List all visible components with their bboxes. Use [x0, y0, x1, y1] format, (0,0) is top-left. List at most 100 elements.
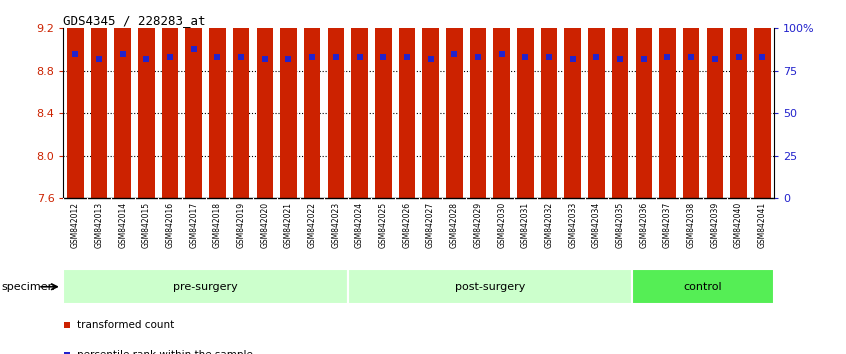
- Bar: [422, 0, 439, 198]
- Bar: [351, 0, 368, 198]
- Bar: [517, 0, 534, 198]
- Bar: [706, 0, 723, 198]
- Bar: [754, 121, 771, 354]
- Bar: [730, 135, 747, 354]
- Bar: [493, 110, 510, 354]
- Bar: [304, 132, 321, 354]
- Bar: [446, 106, 463, 354]
- Bar: [541, 0, 558, 198]
- Bar: [632, 269, 774, 304]
- Bar: [398, 0, 415, 198]
- Text: GSM842040: GSM842040: [734, 202, 743, 248]
- Bar: [588, 0, 605, 198]
- Bar: [67, 0, 84, 198]
- Text: GSM842016: GSM842016: [166, 202, 174, 248]
- Text: GSM842025: GSM842025: [379, 202, 387, 248]
- Text: GSM842028: GSM842028: [450, 202, 459, 248]
- Bar: [91, 185, 107, 354]
- Text: GSM842018: GSM842018: [213, 202, 222, 248]
- Text: transformed count: transformed count: [77, 320, 174, 330]
- Text: GSM842033: GSM842033: [569, 202, 577, 248]
- Text: GSM842030: GSM842030: [497, 202, 506, 248]
- Bar: [612, 152, 629, 354]
- Bar: [114, 0, 131, 198]
- Text: control: control: [684, 282, 722, 292]
- Bar: [162, 0, 179, 198]
- Bar: [327, 132, 344, 354]
- Text: specimen: specimen: [2, 282, 56, 292]
- Text: GSM842032: GSM842032: [545, 202, 553, 248]
- Bar: [422, 177, 439, 354]
- Text: GSM842022: GSM842022: [308, 202, 316, 248]
- Bar: [209, 132, 226, 354]
- Text: GSM842026: GSM842026: [403, 202, 411, 248]
- Bar: [185, 71, 202, 354]
- Bar: [304, 0, 321, 198]
- Bar: [730, 0, 747, 198]
- Bar: [564, 188, 581, 354]
- Bar: [91, 0, 107, 198]
- Text: GSM842037: GSM842037: [663, 202, 672, 248]
- Bar: [683, 129, 700, 354]
- Bar: [280, 0, 297, 198]
- Bar: [327, 0, 344, 198]
- Bar: [256, 175, 273, 354]
- Text: GSM842019: GSM842019: [237, 202, 245, 248]
- Text: percentile rank within the sample: percentile rank within the sample: [77, 350, 253, 354]
- Text: GDS4345 / 228283_at: GDS4345 / 228283_at: [63, 14, 206, 27]
- Bar: [683, 0, 700, 198]
- Bar: [398, 124, 415, 354]
- Text: GSM842024: GSM842024: [355, 202, 364, 248]
- Bar: [280, 195, 297, 354]
- Bar: [706, 193, 723, 354]
- Bar: [564, 0, 581, 198]
- Bar: [233, 0, 250, 198]
- Bar: [754, 0, 771, 198]
- Text: GSM842039: GSM842039: [711, 202, 719, 248]
- Bar: [162, 135, 179, 354]
- Bar: [63, 269, 348, 304]
- Bar: [517, 131, 534, 354]
- Bar: [138, 163, 155, 354]
- Bar: [256, 0, 273, 198]
- Bar: [351, 127, 368, 354]
- Text: post-surgery: post-surgery: [454, 282, 525, 292]
- Text: GSM842021: GSM842021: [284, 202, 293, 248]
- Bar: [233, 138, 250, 354]
- Bar: [114, 109, 131, 354]
- Bar: [541, 131, 558, 354]
- Bar: [612, 0, 629, 198]
- Bar: [635, 0, 652, 198]
- Text: GSM842038: GSM842038: [687, 202, 695, 248]
- Bar: [446, 0, 463, 198]
- Text: GSM842014: GSM842014: [118, 202, 127, 248]
- Text: GSM842013: GSM842013: [95, 202, 103, 248]
- Text: GSM842031: GSM842031: [521, 202, 530, 248]
- Bar: [185, 0, 202, 198]
- Bar: [375, 0, 392, 198]
- Bar: [635, 137, 652, 354]
- Text: GSM842020: GSM842020: [261, 202, 269, 248]
- Bar: [209, 0, 226, 198]
- Text: GSM842035: GSM842035: [616, 202, 624, 248]
- Text: GSM842029: GSM842029: [474, 202, 482, 248]
- Text: GSM842041: GSM842041: [758, 202, 766, 248]
- Text: GSM842034: GSM842034: [592, 202, 601, 248]
- Bar: [493, 0, 510, 198]
- Bar: [138, 0, 155, 198]
- Bar: [375, 124, 392, 354]
- Text: GSM842015: GSM842015: [142, 202, 151, 248]
- Text: GSM842036: GSM842036: [640, 202, 648, 248]
- Bar: [470, 132, 486, 354]
- Text: GSM842017: GSM842017: [190, 202, 198, 248]
- Bar: [588, 136, 605, 354]
- Bar: [67, 119, 84, 354]
- Text: pre-surgery: pre-surgery: [173, 282, 238, 292]
- Bar: [659, 0, 676, 198]
- Text: GSM842027: GSM842027: [426, 202, 435, 248]
- Text: GSM842023: GSM842023: [332, 202, 340, 248]
- Text: GSM842012: GSM842012: [71, 202, 80, 248]
- Bar: [348, 269, 632, 304]
- Bar: [470, 0, 486, 198]
- Bar: [659, 113, 676, 354]
